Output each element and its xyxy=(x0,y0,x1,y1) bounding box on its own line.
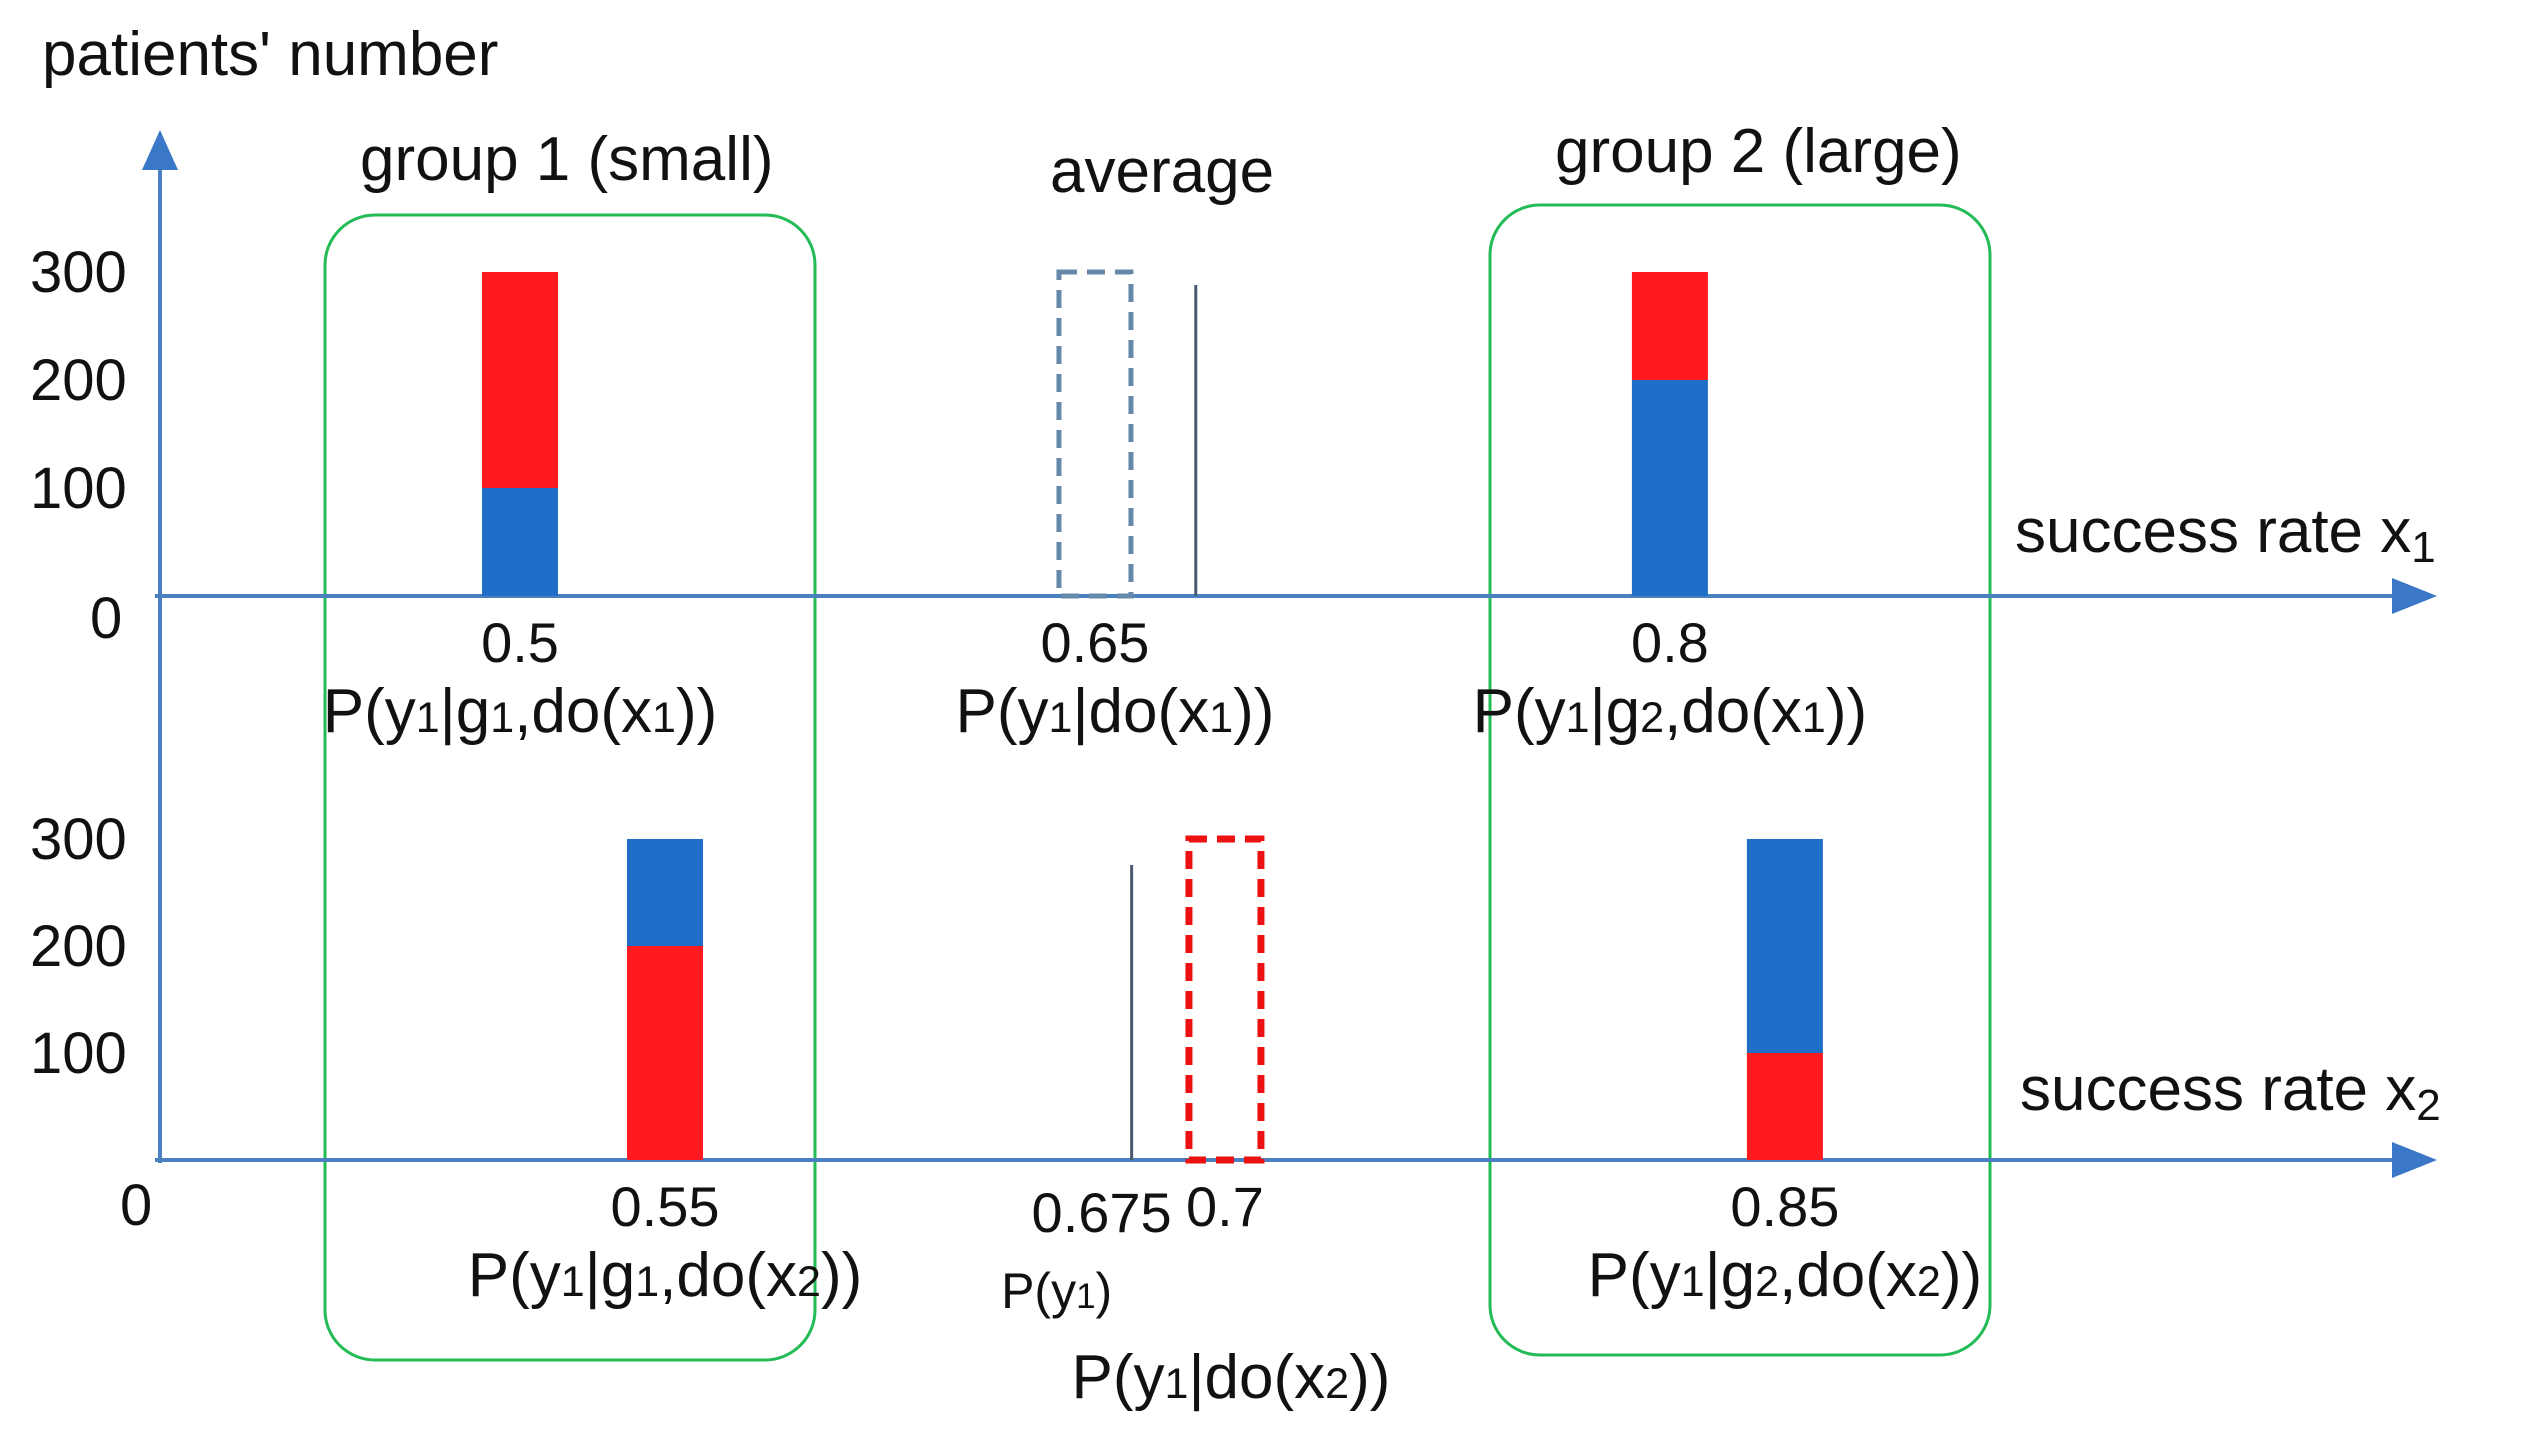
probability-label: P(y1|g1,do(x1)) xyxy=(323,677,718,746)
group-2-title: group 2 (large) xyxy=(1555,117,1962,186)
x-axis-1-arrow xyxy=(2392,578,2437,614)
bar-segment-red xyxy=(1631,272,1708,380)
bar-segment-red xyxy=(482,272,558,488)
y-axis-arrow xyxy=(142,130,178,170)
group-1-title: group 1 (small) xyxy=(360,125,774,194)
x-value-label: 0.85 xyxy=(1730,1175,1839,1238)
group-1-box xyxy=(323,213,817,1362)
x-value-label: 0.65 xyxy=(1040,611,1149,674)
x-value-label: 0.5 xyxy=(481,611,559,674)
y-tick-label: 200 xyxy=(30,914,127,979)
probability-label: P(y1|do(x2)) xyxy=(1072,1343,1391,1412)
bar-segment-blue xyxy=(1631,380,1708,596)
group-2-box xyxy=(1488,203,1992,1357)
probability-label: P(y1|g1,do(x2)) xyxy=(468,1241,863,1310)
y-tick-label: 200 xyxy=(30,348,127,413)
y-tick-label: 100 xyxy=(30,1021,127,1086)
y-tick-label: 300 xyxy=(30,807,127,872)
bar-segment-red xyxy=(1746,1053,1823,1160)
x-axis-2-arrow xyxy=(2392,1142,2437,1178)
average-title: average xyxy=(1050,137,1274,206)
probability-label: P(y1|g2,do(x1)) xyxy=(1473,677,1868,746)
bar-segment-blue xyxy=(1746,839,1823,1053)
dashed-bar xyxy=(1056,269,1134,599)
origin-label-1: 0 xyxy=(90,586,122,651)
y-tick-label: 300 xyxy=(30,240,127,305)
dashed-bar xyxy=(1185,835,1265,1164)
probability-label: P(y1|do(x1)) xyxy=(956,677,1275,746)
y-tick-label: 100 xyxy=(30,456,127,521)
x-axis-1-title: success rate x1 xyxy=(2015,497,2436,572)
x-axis-2-title: success rate x2 xyxy=(2020,1055,2441,1130)
probability-label: P(y1|g2,do(x2)) xyxy=(1588,1241,1982,1310)
probability-label: P(y1) xyxy=(1001,1263,1112,1319)
origin-label-2: 0 xyxy=(120,1173,152,1238)
x-value-label: 0.7 xyxy=(1186,1175,1264,1238)
x-value-label: 0.55 xyxy=(611,1175,720,1238)
bar-segment-blue xyxy=(482,488,558,596)
y-axis-label: patients' number xyxy=(42,20,498,89)
bar-segment-red xyxy=(627,946,703,1160)
x-value-label: 0.675 xyxy=(1032,1181,1172,1244)
bar-segment-blue xyxy=(627,839,703,946)
x-value-label: 0.8 xyxy=(1631,611,1709,674)
